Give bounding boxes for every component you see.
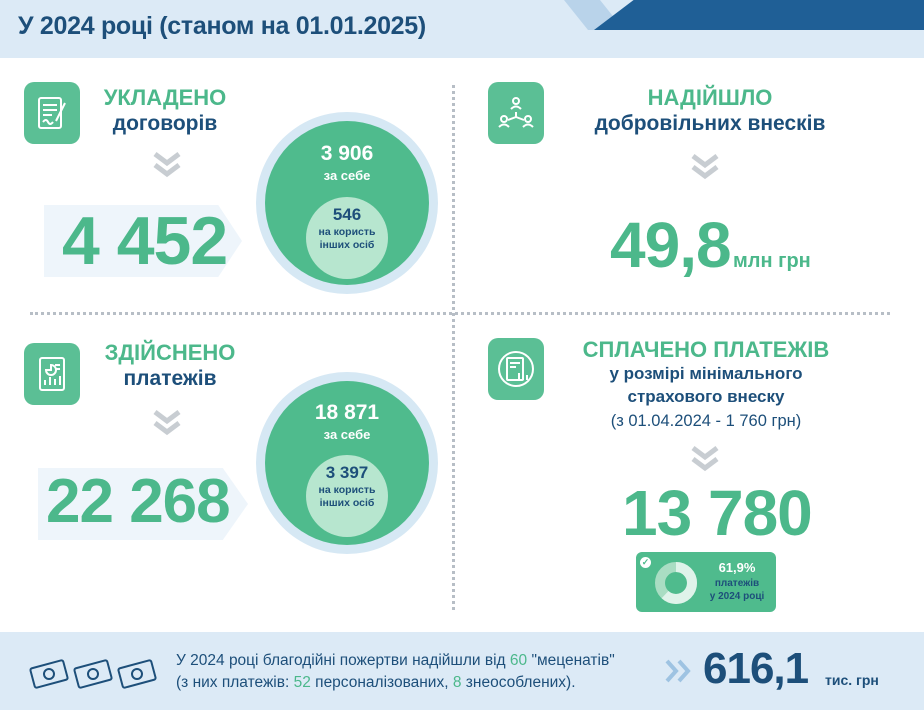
contracts-others-circle <box>306 197 388 279</box>
contracts-total: 4 452 <box>62 203 228 279</box>
contracts-others-label1: на користь <box>318 226 376 238</box>
network-people-icon <box>488 82 544 144</box>
payments-others-value: 3 397 <box>325 463 369 482</box>
chevron-down-icon <box>691 154 719 180</box>
footer-total-unit: тис. грн <box>825 672 879 688</box>
contracts-self-value: 3 906 <box>320 142 374 165</box>
footer-anonymous-label: знеособлених). <box>465 674 576 691</box>
donut-chart <box>655 562 697 604</box>
contract-icon <box>24 82 80 144</box>
footer-line1-text: У 2024 році благодійні пожертви надійшли… <box>176 652 506 669</box>
badge-percent: 61,9% <box>718 560 756 575</box>
contributions-value: 49,8 <box>610 209 732 281</box>
chevron-down-icon <box>153 410 181 436</box>
min-payments-value: 13 780 <box>622 477 813 549</box>
payments-others-circle <box>306 455 388 537</box>
min-payments-heading: СПЛАЧЕНО ПЛАТЕЖІВ <box>582 337 830 362</box>
vertical-divider <box>452 85 455 610</box>
contributions-heading: НАДІЙШЛО <box>647 85 773 110</box>
footer-donors-label: "меценатів" <box>531 652 615 669</box>
contracts-subheading: договорів <box>112 112 218 135</box>
donut-fill <box>655 562 697 604</box>
contributions-unit: млн грн <box>733 250 811 272</box>
chevron-down-icon <box>153 152 181 178</box>
payments-self-value: 18 871 <box>314 401 380 424</box>
header-decoration-dark <box>594 0 924 30</box>
footer-personalized-label: персоналізованих, <box>315 674 449 691</box>
contributions-subheading: добровільних внесків <box>594 112 826 135</box>
badge-label2: у 2024 році <box>709 591 765 602</box>
min-payments-line2: страхового внеску <box>627 387 785 406</box>
footer-line2: (з них платежів: 52 персоналізованих, 8 … <box>176 672 666 694</box>
payments-heading: ЗДІЙСНЕНО <box>104 340 236 365</box>
badge-label1: платежів <box>714 578 760 589</box>
min-payments-line3: (з 01.04.2024 - 1 760 грн) <box>610 412 802 430</box>
contracts-others-value: 546 <box>332 205 362 224</box>
contracts-others-label2: інших осіб <box>319 239 375 251</box>
report-chart-icon <box>488 338 544 400</box>
footer-personalized-count: 52 <box>293 674 311 691</box>
contracts-heading: УКЛАДЕНО <box>103 85 227 110</box>
footer-anonymous-count: 8 <box>452 674 462 691</box>
contracts-self-label: за себе <box>323 168 371 183</box>
payments-total: 22 268 <box>46 467 231 536</box>
check-icon: ✓ <box>640 557 651 568</box>
footer-line2-text: (з них платежів: <box>176 674 290 691</box>
min-payments-line1: у розмірі мінімального <box>609 364 803 383</box>
document-chart-icon <box>24 343 80 405</box>
page-title: У 2024 році (станом на 01.01.2025) <box>18 12 426 40</box>
double-chevron-right-icon <box>665 659 691 683</box>
footer-line1: У 2024 році благодійні пожертви надійшли… <box>176 650 666 672</box>
contracts-total-box <box>44 205 242 277</box>
payments-total-box <box>38 468 248 540</box>
chevron-down-icon <box>691 446 719 472</box>
money-icon <box>29 659 157 689</box>
footer-donors-count: 60 <box>509 652 528 669</box>
payments-others-label1: на користь <box>318 484 376 496</box>
footer-total-value: 616,1 <box>703 644 809 693</box>
horizontal-divider <box>30 312 890 315</box>
payments-self-label: за себе <box>323 427 371 442</box>
payments-subheading: платежів <box>123 367 217 390</box>
payments-others-label2: інших осіб <box>319 497 375 509</box>
